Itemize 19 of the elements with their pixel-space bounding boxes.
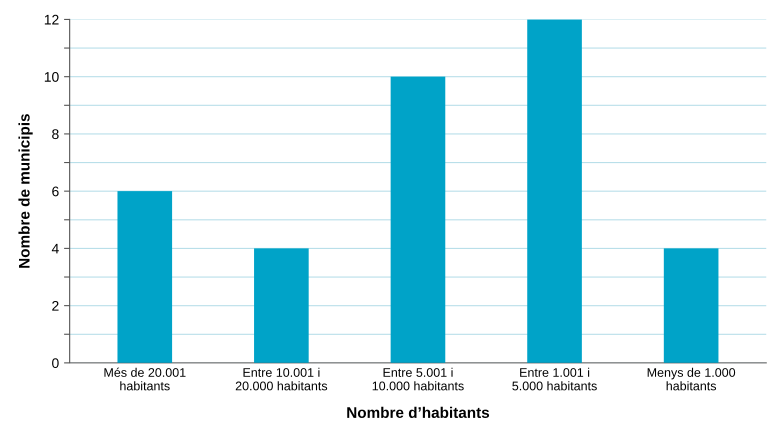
- bar: [664, 248, 718, 363]
- bar: [254, 248, 309, 363]
- x-tick-label: Menys de 1.000 habitants: [648, 368, 736, 390]
- y-tick-label: 12: [44, 14, 59, 24]
- bar: [527, 19, 582, 363]
- y-tick-label: 0: [52, 358, 59, 368]
- x-axis-title: Nombre d’habitants: [347, 406, 490, 418]
- x-tick-label: Entre 1.001 i 5.000 habitants: [512, 368, 597, 390]
- y-tick-label: 8: [52, 129, 59, 140]
- x-tick-label: Més de 20.001 habitants: [104, 368, 186, 390]
- x-tick-label: Entre 10.001 i 20.000 habitants: [236, 368, 328, 390]
- y-tick-label: 6: [52, 186, 59, 196]
- y-tick-label: 2: [52, 300, 59, 311]
- x-tick-label: Entre 5.001 i 10.000 habitants: [372, 368, 464, 390]
- bar: [117, 191, 172, 363]
- y-axis-title: Nombre de municipis: [18, 114, 33, 268]
- y-tick-label: 10: [44, 72, 59, 82]
- y-tick-label: 4: [52, 244, 59, 254]
- bar: [390, 76, 446, 363]
